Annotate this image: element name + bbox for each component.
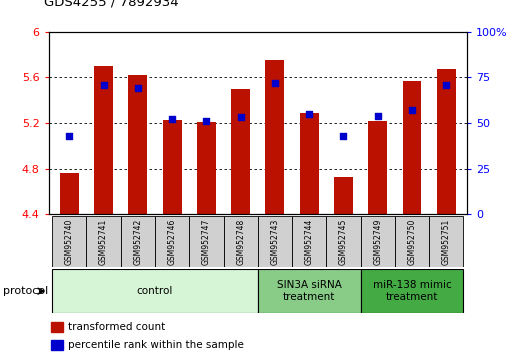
Text: GSM952745: GSM952745 — [339, 218, 348, 265]
Point — [65, 133, 73, 138]
Text: GSM952743: GSM952743 — [270, 218, 280, 265]
Point — [168, 116, 176, 122]
Bar — [60, 173, 78, 214]
Point — [202, 118, 210, 124]
Text: GSM952746: GSM952746 — [168, 218, 176, 265]
FancyBboxPatch shape — [292, 216, 326, 267]
FancyBboxPatch shape — [121, 216, 155, 267]
Bar — [94, 66, 113, 214]
Point — [100, 82, 108, 88]
Text: SIN3A siRNA
treatment: SIN3A siRNA treatment — [277, 280, 342, 302]
Text: protocol: protocol — [3, 286, 48, 296]
FancyBboxPatch shape — [326, 216, 361, 267]
Text: GSM952747: GSM952747 — [202, 218, 211, 265]
Bar — [197, 122, 216, 214]
Point — [340, 133, 348, 138]
Text: miR-138 mimic
treatment: miR-138 mimic treatment — [372, 280, 451, 302]
Text: GSM952740: GSM952740 — [65, 218, 74, 265]
Text: GSM952751: GSM952751 — [442, 218, 451, 265]
Text: control: control — [137, 286, 173, 296]
Text: GSM952749: GSM952749 — [373, 218, 382, 265]
Bar — [334, 177, 353, 214]
FancyBboxPatch shape — [155, 216, 189, 267]
FancyBboxPatch shape — [52, 269, 258, 313]
Bar — [437, 69, 456, 214]
FancyBboxPatch shape — [429, 216, 463, 267]
Text: GSM952744: GSM952744 — [305, 218, 313, 265]
Point — [236, 114, 245, 120]
Bar — [266, 60, 284, 214]
FancyBboxPatch shape — [86, 216, 121, 267]
Bar — [163, 120, 182, 214]
Text: GSM952741: GSM952741 — [99, 218, 108, 265]
Point — [305, 112, 313, 117]
Bar — [231, 89, 250, 214]
Point — [442, 82, 450, 88]
FancyBboxPatch shape — [52, 216, 86, 267]
Text: GSM952750: GSM952750 — [407, 218, 417, 265]
Text: percentile rank within the sample: percentile rank within the sample — [68, 340, 244, 350]
Text: GSM952742: GSM952742 — [133, 218, 142, 265]
FancyBboxPatch shape — [258, 269, 361, 313]
Point — [373, 113, 382, 119]
Bar — [368, 121, 387, 214]
Bar — [300, 113, 319, 214]
Point — [408, 108, 416, 113]
FancyBboxPatch shape — [361, 216, 395, 267]
Text: transformed count: transformed count — [68, 322, 165, 332]
Bar — [403, 81, 421, 214]
Point — [271, 80, 279, 85]
FancyBboxPatch shape — [224, 216, 258, 267]
FancyBboxPatch shape — [395, 216, 429, 267]
FancyBboxPatch shape — [361, 269, 463, 313]
Bar — [128, 75, 147, 214]
Text: GSM952748: GSM952748 — [236, 218, 245, 265]
Point — [134, 85, 142, 91]
FancyBboxPatch shape — [189, 216, 224, 267]
FancyBboxPatch shape — [258, 216, 292, 267]
Text: GDS4255 / 7892934: GDS4255 / 7892934 — [44, 0, 178, 9]
